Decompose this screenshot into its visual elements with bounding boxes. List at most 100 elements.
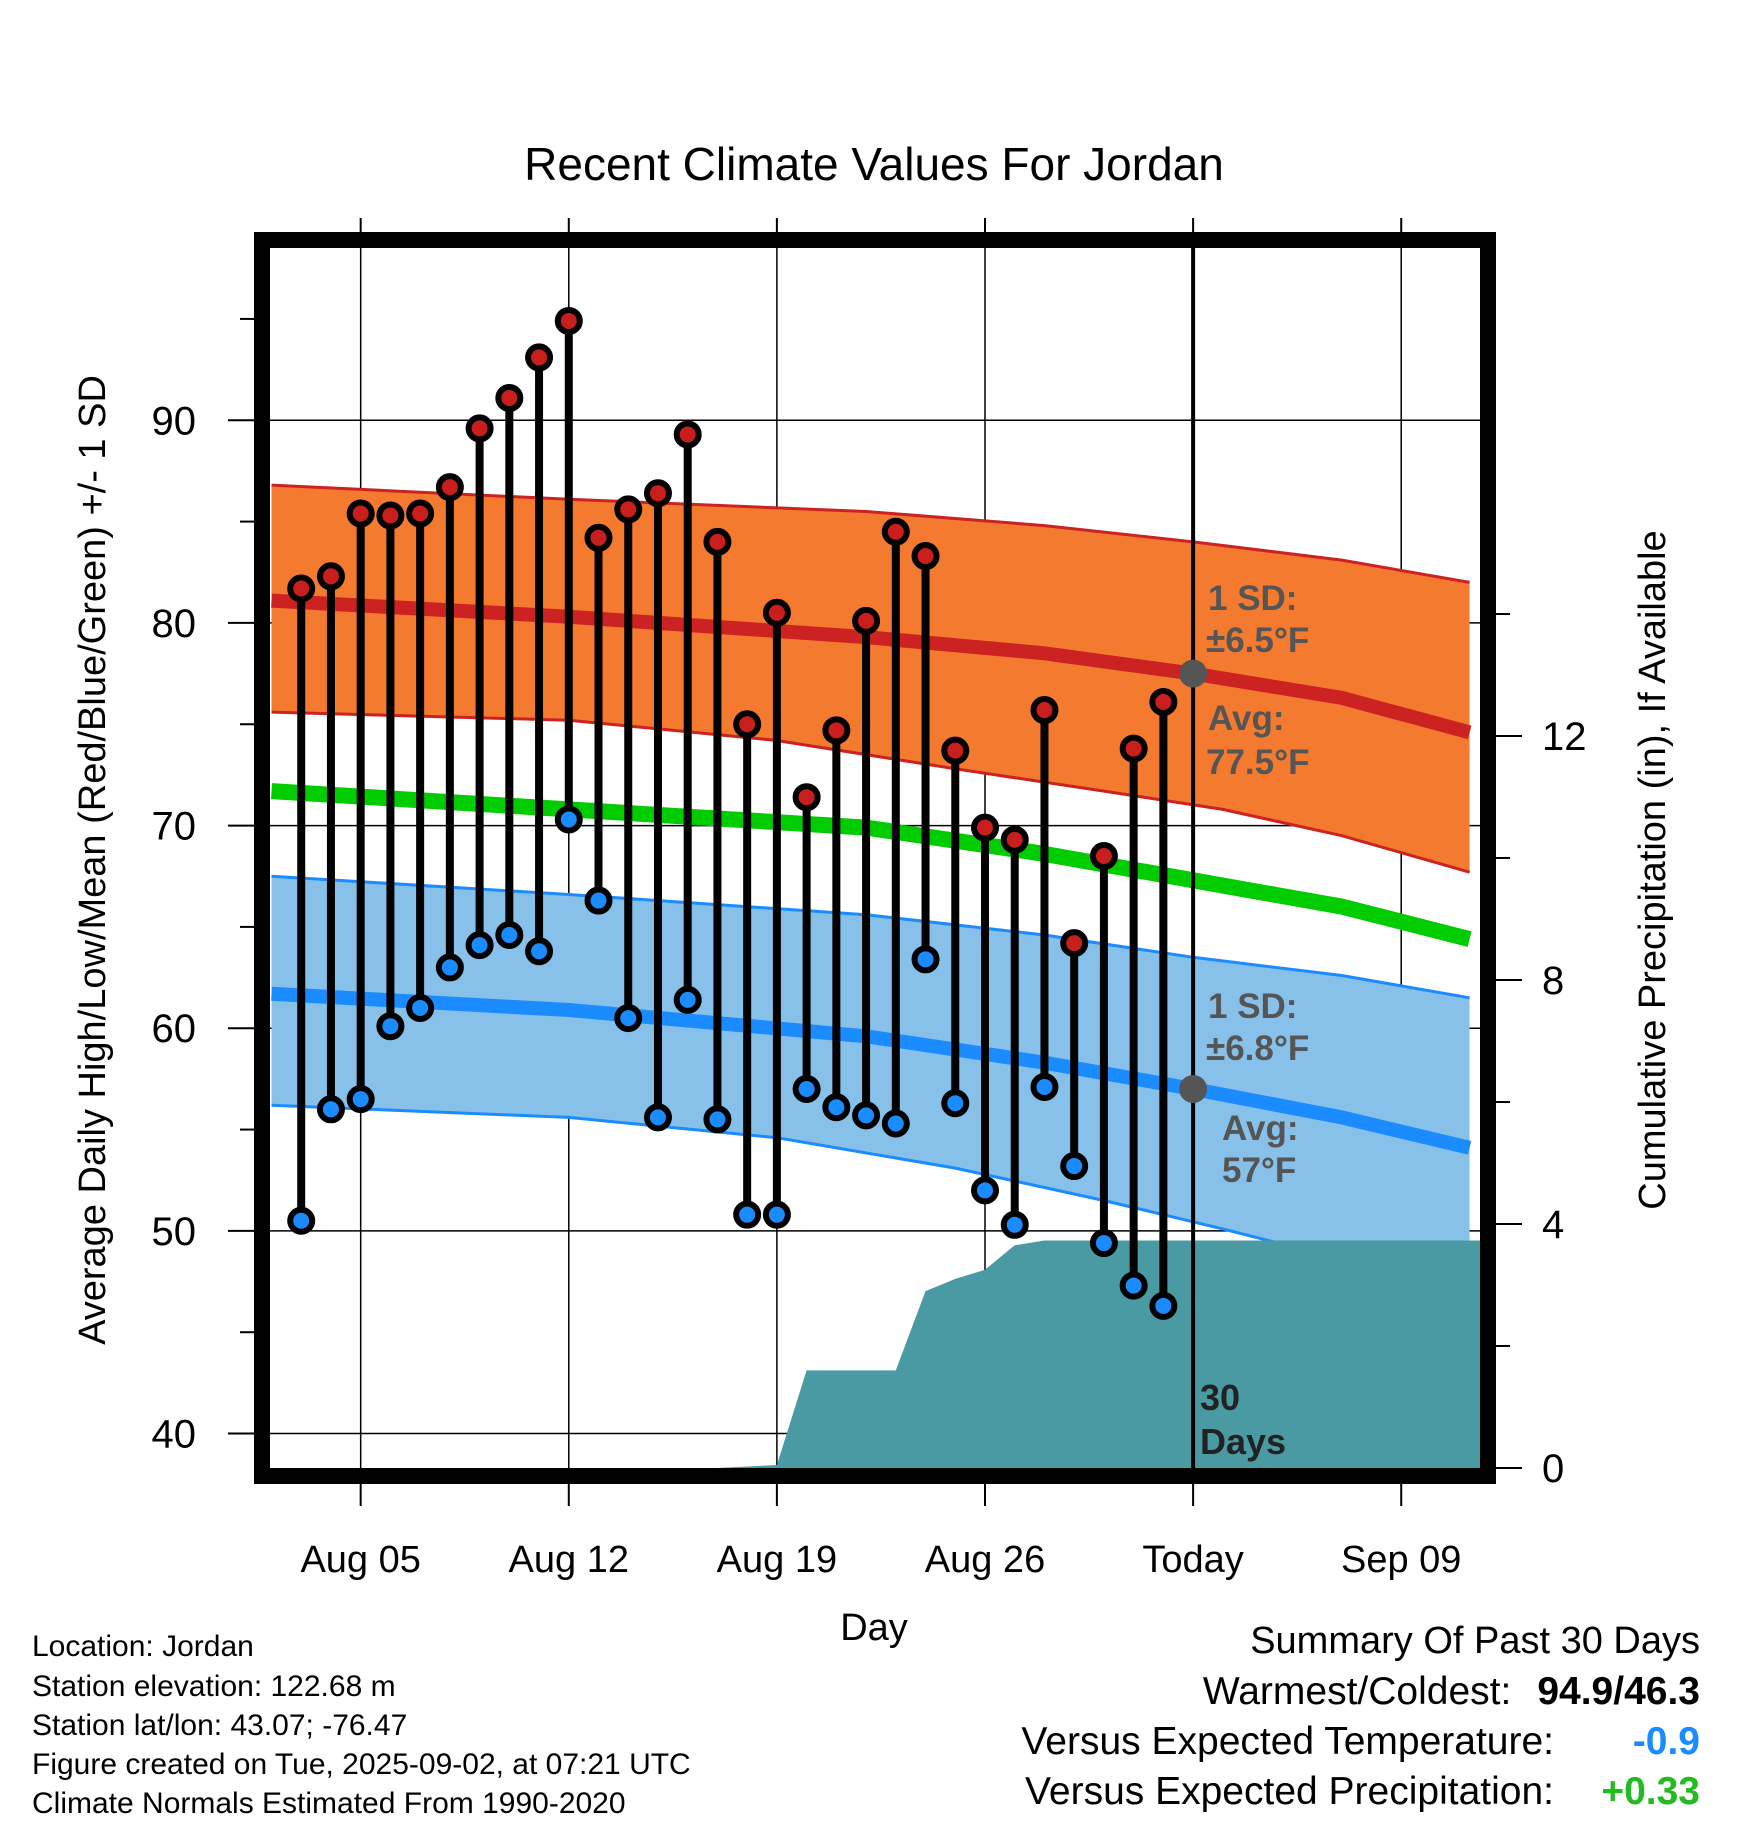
y-axis-left-label: Average Daily High/Low/Mean (Red/Blue/Gr…: [72, 375, 114, 1345]
y-left-label-70: 70: [152, 805, 197, 849]
high-point-day-19: [762, 598, 791, 627]
daily-range-stems: [297, 320, 1168, 1306]
window-label: 30: [1200, 1377, 1240, 1418]
high-avg-marker: [1179, 659, 1208, 688]
high-avg-label: Avg:: [1208, 699, 1284, 738]
low-point-day-24: [911, 945, 940, 974]
high-point-day-28: [1030, 696, 1059, 725]
high-point-day-6: [376, 501, 405, 530]
high-point-day-9: [465, 414, 494, 443]
low-sd-label: 1 SD:: [1208, 987, 1297, 1026]
x-tick-label-5: Aug 05: [300, 1539, 420, 1581]
annotations: 1 SD: ±6.5°F Avg: 77.5°F 1 SD: ±6.8°F Av…: [1200, 579, 1310, 1462]
low-avg-label: Avg:: [1222, 1109, 1298, 1148]
chart-title: Recent Climate Values For Jordan: [524, 138, 1224, 190]
low-point-day-19: [762, 1200, 791, 1229]
high-point-day-12: [554, 306, 583, 335]
x-tick-label-40: Sep 09: [1341, 1539, 1461, 1581]
footer-latlon: Station lat/lon: 43.07; -76.47: [32, 1709, 408, 1742]
high-point-day-32: [1149, 687, 1178, 716]
low-point-day-20: [792, 1075, 821, 1104]
low-point-day-6: [376, 1012, 405, 1041]
low-point-day-25: [941, 1089, 970, 1118]
low-point-day-26: [971, 1176, 999, 1205]
low-point-day-3: [287, 1206, 316, 1235]
high-sd-label: 1 SD:: [1208, 579, 1297, 618]
x-tick-label-19: Aug 19: [717, 1539, 837, 1581]
low-point-day-21: [822, 1093, 851, 1122]
high-point-day-10: [495, 383, 524, 412]
low-point-day-22: [852, 1101, 881, 1130]
high-point-day-17: [703, 527, 732, 556]
x-tick-label-33: Today: [1142, 1539, 1243, 1581]
plot-frame: [254, 232, 1496, 1484]
low-point-day-12: [554, 805, 583, 834]
low-point-day-27: [1000, 1210, 1029, 1239]
high-point-day-20: [792, 783, 821, 812]
summary-precip-label: Versus Expected Precipitation:: [1025, 1770, 1554, 1813]
x-tick-label-26: Aug 26: [925, 1539, 1045, 1581]
low-avg-value: 57°F: [1222, 1151, 1296, 1190]
high-point-day-23: [881, 517, 910, 546]
low-point-day-13: [584, 886, 613, 915]
y-right-label-0: 0: [1542, 1447, 1564, 1491]
low-point-day-30: [1089, 1229, 1118, 1258]
footer-normals: Climate Normals Estimated From 1990-2020: [32, 1787, 626, 1820]
x-axis-label: Day: [840, 1607, 908, 1649]
high-point-day-25: [941, 736, 970, 765]
y-left-label-40: 40: [152, 1413, 197, 1457]
y-left-label-90: 90: [152, 399, 197, 443]
high-point-day-11: [525, 343, 554, 372]
high-point-day-26: [971, 813, 999, 842]
low-point-day-31: [1119, 1271, 1148, 1300]
high-point-day-18: [733, 710, 762, 739]
axes: Aug 05 Aug 12 Aug 19 Aug 26 Today Sep 0940506…: [152, 218, 1587, 1581]
summary-warm-cold-label: Warmest/Coldest:: [1202, 1670, 1512, 1713]
high-point-day-21: [822, 716, 851, 745]
y-left-label-60: 60: [152, 1007, 197, 1051]
low-sd-band: [271, 876, 1470, 1284]
high-avg-value: 77.5°F: [1206, 743, 1310, 782]
precipitation-area: [717, 1240, 1480, 1468]
x-tick-label-12: Aug 12: [509, 1539, 629, 1581]
low-point-day-4: [316, 1095, 345, 1124]
high-point-day-4: [316, 562, 345, 591]
high-point-day-5: [346, 499, 375, 528]
low-point-day-9: [465, 931, 494, 960]
high-point-day-22: [852, 606, 881, 635]
summary-precip-row: Versus Expected Precipitation: +0.33: [1025, 1770, 1700, 1814]
low-point-day-14: [614, 1004, 643, 1033]
y-right-label-12: 12: [1542, 715, 1587, 759]
daily-points: [287, 306, 1208, 1320]
high-point-day-15: [643, 479, 672, 508]
high-point-day-24: [911, 542, 940, 571]
footer-location: Location: Jordan: [32, 1630, 254, 1663]
low-point-day-15: [643, 1103, 672, 1132]
low-point-day-18: [733, 1200, 762, 1229]
summary-precip-value: +0.33: [1601, 1770, 1700, 1813]
low-point-day-16: [673, 985, 702, 1014]
low-point-day-23: [881, 1109, 910, 1138]
low-point-day-17: [703, 1105, 732, 1134]
y-right-label-8: 8: [1542, 959, 1564, 1003]
window-unit-label: Days: [1200, 1421, 1286, 1462]
summary-warm-cold-value: 94.9/46.3: [1537, 1670, 1700, 1713]
cumulative-precip-area: [717, 1240, 1480, 1468]
low-point-day-8: [435, 953, 464, 982]
low-sd-value: ±6.8°F: [1206, 1029, 1309, 1068]
high-point-day-16: [673, 420, 702, 449]
high-point-day-7: [406, 499, 435, 528]
high-point-day-30: [1089, 841, 1118, 870]
low-avg-marker: [1179, 1075, 1208, 1104]
low-point-day-7: [406, 993, 435, 1022]
summary-title: Summary Of Past 30 Days: [1250, 1620, 1700, 1662]
high-point-day-3: [287, 574, 316, 603]
high-point-day-31: [1119, 734, 1148, 763]
y-left-label-80: 80: [152, 602, 197, 646]
footer-created: Figure created on Tue, 2025-09-02, at 07…: [32, 1748, 691, 1781]
high-sd-lower-edge: [271, 710, 1471, 874]
summary-temp-row: Versus Expected Temperature: -0.9: [1021, 1720, 1700, 1764]
high-point-day-14: [614, 495, 643, 524]
y-axis-right-label: Cumulative Precipitation (in), If Availa…: [1632, 530, 1674, 1209]
